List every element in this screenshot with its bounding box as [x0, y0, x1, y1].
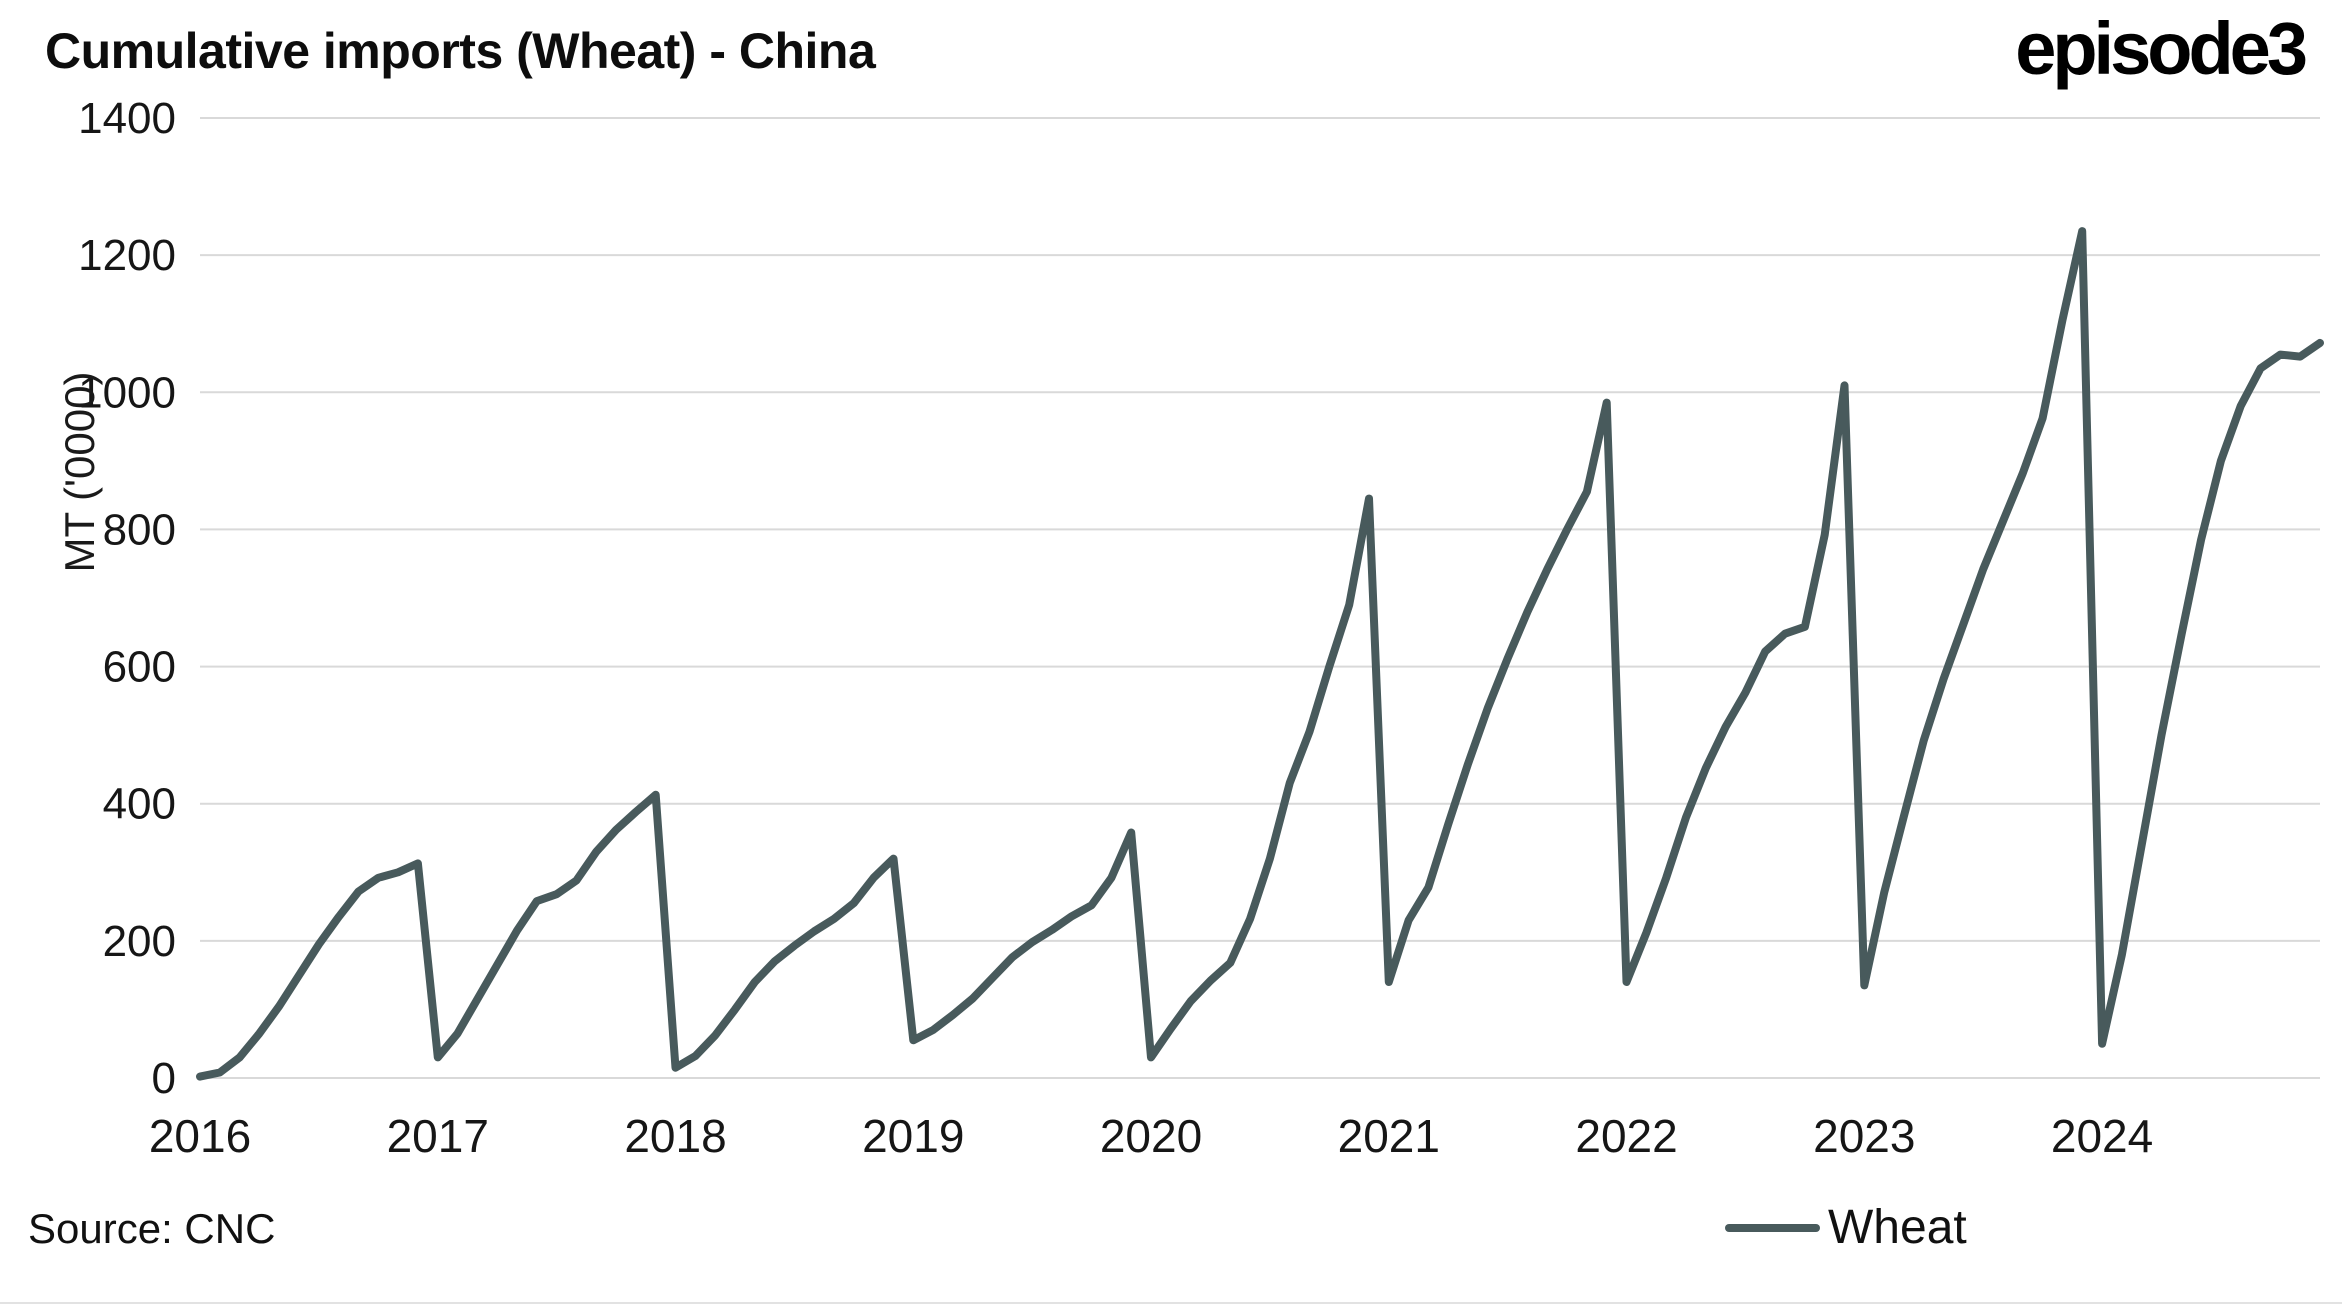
- x-tick-label: 2022: [1575, 1110, 1677, 1162]
- x-tick-label: 2016: [149, 1110, 251, 1162]
- y-tick-label: 1200: [78, 231, 176, 280]
- x-tick-label: 2020: [1100, 1110, 1202, 1162]
- wheat-line: [196, 227, 2324, 1081]
- x-tick-label: 2019: [862, 1110, 964, 1162]
- x-tick-label: 2017: [387, 1110, 489, 1162]
- legend: Wheat: [1725, 1200, 1967, 1255]
- y-tick-label: 1000: [78, 368, 176, 417]
- y-tick-label: 0: [152, 1054, 176, 1103]
- chart-title: Cumulative imports (Wheat) - China: [45, 23, 876, 79]
- legend-item-wheat: Wheat: [1725, 1200, 1967, 1255]
- legend-swatch: [1725, 1223, 1820, 1232]
- y-tick-label: 800: [103, 505, 176, 554]
- x-tick-label: 2023: [1813, 1110, 1915, 1162]
- y-tick-label: 600: [103, 643, 176, 692]
- source-note: Source: CNC: [28, 1205, 276, 1252]
- x-tick-label: 2021: [1338, 1110, 1440, 1162]
- x-tick-label: 2024: [2051, 1110, 2153, 1162]
- y-tick-label: 400: [103, 780, 176, 829]
- legend-label: Wheat: [1828, 1201, 1967, 1254]
- brand-logo: episode3: [2015, 7, 2308, 90]
- y-axis-label: MT ('0000): [56, 371, 103, 573]
- y-tick-label: 1400: [78, 94, 176, 143]
- x-tick-label: 2018: [624, 1110, 726, 1162]
- y-tick-label: 200: [103, 917, 176, 966]
